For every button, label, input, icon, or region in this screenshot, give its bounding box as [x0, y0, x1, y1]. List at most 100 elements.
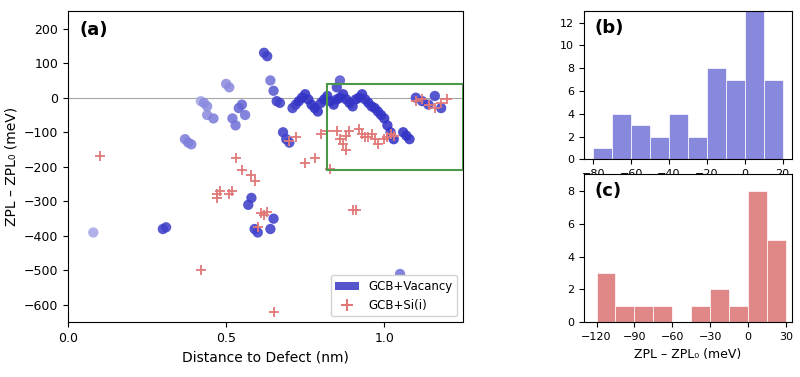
Point — [251, 230, 264, 236]
Y-axis label: ZPL – ZPL₀ (meV): ZPL – ZPL₀ (meV) — [4, 107, 18, 226]
Text: (b): (b) — [594, 19, 624, 37]
Point — [308, 105, 321, 111]
Point — [381, 135, 394, 141]
Point — [87, 230, 100, 236]
Point — [267, 216, 280, 222]
Point — [258, 50, 270, 56]
Point — [235, 102, 248, 108]
Point — [185, 141, 198, 147]
Point — [245, 195, 258, 201]
Point — [330, 127, 343, 133]
Point — [267, 309, 280, 315]
Point — [429, 105, 442, 111]
Bar — [710, 290, 729, 322]
Point — [283, 138, 296, 144]
Point — [350, 97, 362, 103]
Point — [359, 97, 372, 103]
Point — [410, 95, 422, 101]
Point — [296, 95, 309, 101]
Point — [270, 98, 283, 104]
Point — [248, 178, 261, 184]
Point — [403, 136, 416, 142]
Point — [230, 155, 242, 161]
Point — [223, 192, 236, 198]
Point — [314, 131, 327, 137]
Point — [381, 122, 394, 128]
Point — [318, 97, 330, 103]
Point — [400, 133, 413, 139]
Bar — [729, 306, 748, 322]
Point — [251, 224, 264, 230]
Point — [337, 91, 350, 97]
Bar — [327, 84, 463, 170]
Point — [416, 97, 429, 103]
Bar — [745, 11, 764, 159]
Point — [374, 112, 387, 118]
Point — [353, 126, 366, 132]
Point — [267, 88, 280, 94]
Point — [298, 160, 311, 166]
Bar — [650, 136, 669, 159]
Point — [198, 100, 210, 106]
Point — [261, 53, 274, 59]
Legend: GCB+Vacancy, GCB+Si(i): GCB+Vacancy, GCB+Si(i) — [330, 275, 458, 316]
Point — [334, 95, 346, 101]
Point — [223, 84, 236, 90]
Point — [238, 112, 251, 118]
Point — [378, 115, 390, 121]
Text: (c): (c) — [594, 182, 622, 200]
Bar — [594, 148, 612, 159]
Point — [422, 102, 435, 108]
Point — [384, 131, 397, 137]
Point — [235, 167, 248, 173]
Point — [350, 207, 362, 213]
Point — [441, 97, 454, 103]
Point — [274, 100, 286, 106]
Point — [330, 97, 343, 103]
Point — [314, 100, 327, 106]
Bar — [764, 80, 782, 159]
Point — [368, 105, 381, 111]
Point — [343, 100, 356, 106]
Point — [365, 131, 378, 137]
Point — [214, 188, 226, 194]
Point — [280, 136, 293, 142]
Point — [182, 139, 194, 146]
Bar — [634, 306, 654, 322]
Point — [362, 135, 375, 141]
Point — [194, 268, 207, 274]
Point — [334, 136, 346, 142]
Bar — [766, 240, 786, 322]
Point — [324, 98, 337, 104]
Bar — [597, 273, 615, 322]
Point — [371, 141, 384, 147]
Point — [337, 141, 350, 147]
Point — [298, 91, 311, 97]
Point — [311, 109, 324, 115]
Point — [346, 207, 359, 213]
Point — [340, 97, 353, 103]
Text: (a): (a) — [80, 21, 108, 38]
Point — [226, 115, 239, 121]
Point — [254, 210, 267, 216]
Bar — [631, 125, 650, 159]
Bar — [688, 136, 707, 159]
Point — [346, 103, 359, 109]
Point — [248, 226, 261, 232]
X-axis label: ZPL – ZPL₀ (meV): ZPL – ZPL₀ (meV) — [634, 185, 742, 198]
Point — [365, 103, 378, 109]
Point — [258, 212, 270, 218]
Point — [362, 100, 375, 106]
Bar — [707, 68, 726, 159]
Bar — [615, 306, 634, 322]
Point — [305, 102, 318, 108]
Point — [422, 102, 435, 108]
Point — [387, 133, 400, 139]
Point — [356, 131, 369, 137]
Point — [368, 136, 381, 142]
Point — [384, 129, 397, 135]
Point — [410, 98, 422, 104]
Point — [264, 226, 277, 232]
Point — [210, 195, 223, 201]
Bar — [669, 114, 688, 159]
